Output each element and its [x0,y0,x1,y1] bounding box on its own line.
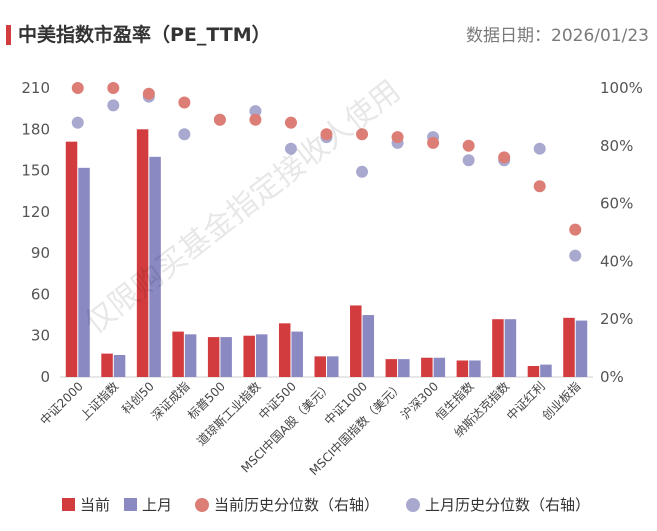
bar-current [65,141,78,377]
dot-current-percentile [356,128,369,141]
dot-current-percentile [213,113,226,126]
dot-current-percentile [569,223,582,236]
bar-current [456,360,469,377]
dot-current-percentile [249,113,262,126]
x-tick-label: 上证指数 [77,379,122,424]
bar-current [492,319,504,377]
dot-current-percentile [462,139,475,152]
dot-last-month-percentile [284,142,297,155]
bar-last-month [220,337,232,377]
legend-last-month-swatch [124,498,137,511]
dot-current-percentile [284,116,297,129]
bar-current [421,357,433,377]
right-tick-label: 40% [600,252,633,270]
right-axis-ticks: 0% 20% 40% 60% 80% 100% [600,79,643,386]
legend-last-month-percentile-swatch [406,498,420,512]
legend-last-month-percentile-label: 上月历史分位数（右轴） [425,496,590,514]
dot-current-percentile [142,87,155,100]
bar-last-month [504,319,517,377]
dot-current-percentile [533,180,546,193]
dot-last-month-percentile [356,165,369,178]
bar-current [314,356,326,377]
x-axis-ticks: 中证2000上证指数科创50深证成指标普500道琼斯工业指数中证500MSCI中… [37,379,584,479]
bar-current [101,353,113,377]
x-tick-label: 道琼斯工业指数 [194,379,264,449]
bar-last-month [469,360,481,377]
right-tick-label: 100% [600,79,643,97]
dot-last-month-percentile [462,154,475,167]
bar-last-month [433,357,446,377]
dot-current-percentile [71,82,84,94]
bar-last-month [184,334,197,377]
bar-last-month [113,354,126,377]
dot-last-month-percentile [107,99,120,112]
legend-current-label: 当前 [80,496,110,514]
title-bar: 中美指数市盈率（PE_TTM） 数据日期：2026/01/23 [0,0,657,60]
bar-last-month [78,167,90,377]
bar-current [136,129,149,377]
bar-series [65,129,588,377]
bar-current [385,359,398,377]
bar-last-month [291,331,303,377]
right-tick-label: 60% [600,195,633,213]
legend: 当前 上月 当前历史分位数（右轴） 上月历史分位数（右轴） [62,496,590,514]
legend-current-percentile-label: 当前历史分位数（右轴） [214,496,379,514]
left-tick-label: 180 [21,120,50,138]
left-tick-label: 0 [40,368,50,386]
bar-current [563,317,575,377]
bar-last-month [575,320,588,377]
bar-current [207,337,220,377]
dot-current-percentile [391,131,404,144]
right-tick-label: 0% [600,368,624,386]
right-tick-label: 80% [600,137,633,155]
dot-current-percentile [107,82,120,94]
dot-last-month-percentile [71,116,84,129]
watermark: 仅限购买基金指定接收人使用 [78,74,407,342]
data-date: 数据日期：2026/01/23 [466,21,649,46]
bar-current [350,305,362,377]
dot-current-percentile [498,151,511,164]
chart-title: 中美指数市盈率（PE_TTM） [18,24,271,46]
dot-last-month-percentile [569,249,582,262]
data-date-label: 数据日期： [466,26,552,46]
dot-series [71,82,582,262]
left-tick-label: 60 [31,285,50,303]
dot-current-percentile [178,96,191,109]
x-tick-label: 创业板指 [539,379,584,424]
left-tick-label: 30 [31,327,50,345]
bar-current [278,323,291,377]
legend-last-month-label: 上月 [142,496,172,514]
bar-last-month [327,356,339,377]
x-tick-label: 中证红利 [503,379,548,424]
dot-current-percentile [320,128,333,141]
title-accent-bar [6,25,11,45]
legend-current-percentile-swatch [195,498,209,512]
left-tick-label: 210 [21,79,50,97]
left-tick-label: 120 [21,203,50,221]
left-tick-label: 90 [31,244,50,262]
bar-last-month [362,315,375,377]
bar-last-month [398,359,410,377]
bar-current [243,335,255,377]
right-tick-label: 20% [600,310,633,328]
dot-last-month-percentile [249,105,262,118]
x-tick-label: 深证成指 [148,379,193,424]
bar-last-month [255,334,268,377]
pe-ttm-chart: 0 30 60 90 120 150 180 210 0% 20% 40% 60% 80% 100% 中… [21,74,643,514]
bar-last-month [149,156,161,377]
dot-current-percentile [427,136,440,149]
left-tick-label: 150 [21,162,50,180]
left-axis-ticks: 0 30 60 90 120 150 180 210 [21,79,50,386]
legend-current-swatch [62,498,75,511]
dot-last-month-percentile [178,128,191,141]
dot-last-month-percentile [533,142,546,155]
bar-current [527,365,540,377]
data-date-value: 2026/01/23 [551,26,649,46]
bar-last-month [540,364,552,377]
bar-current [172,331,184,377]
